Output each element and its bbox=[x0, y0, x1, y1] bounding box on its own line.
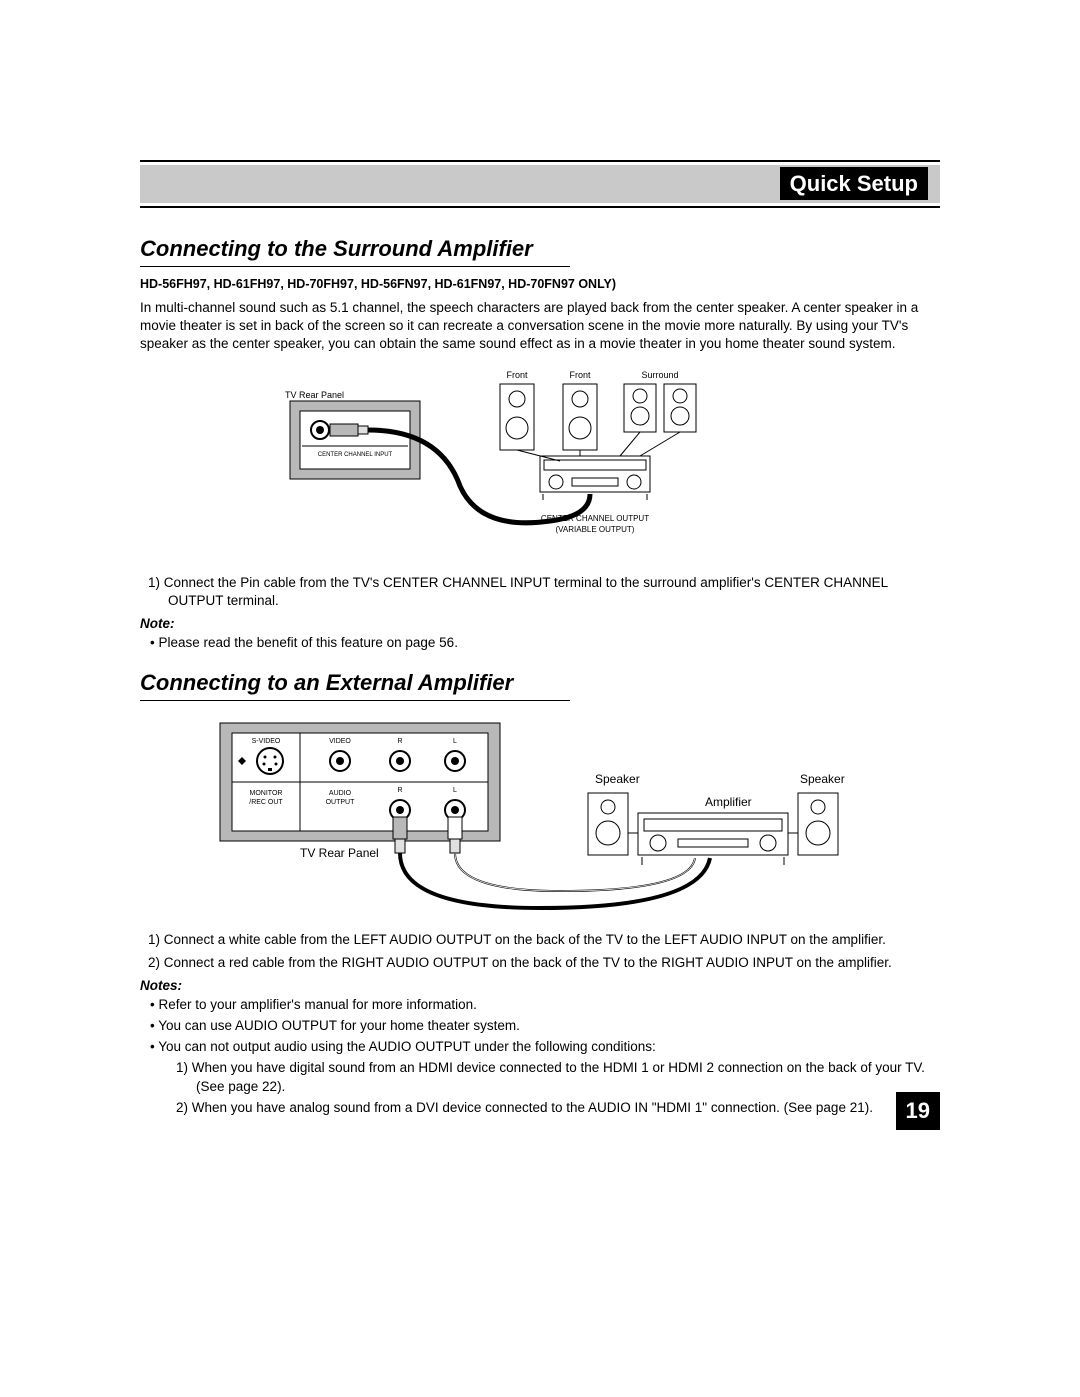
speaker-icon bbox=[588, 793, 628, 855]
amplifier-icon bbox=[638, 813, 788, 865]
section1-intro: In multi-channel sound such as 5.1 chann… bbox=[140, 299, 940, 354]
section2-note-b: • You can use AUDIO OUTPUT for your home… bbox=[140, 1017, 940, 1035]
speaker-icon bbox=[563, 384, 597, 450]
label-center-output1: CENTER CHANNEL OUTPUT bbox=[541, 514, 649, 523]
label-tv-rear: TV Rear Panel bbox=[285, 390, 344, 400]
svg-text:R: R bbox=[397, 738, 402, 745]
svg-text:AUDIO: AUDIO bbox=[329, 790, 352, 797]
speaker-icon bbox=[624, 384, 656, 432]
header-inner: Quick Setup bbox=[140, 165, 940, 203]
svg-text:Speaker: Speaker bbox=[800, 772, 845, 786]
cable-red bbox=[400, 853, 710, 908]
svg-text:R: R bbox=[397, 787, 402, 794]
manual-page: Quick Setup Connecting to the Surround A… bbox=[0, 0, 1080, 1200]
section2-note-a: • Refer to your amplifier's manual for m… bbox=[140, 996, 940, 1014]
label-front1: Front bbox=[506, 370, 528, 380]
external-amp-diagram: S-VIDEO VIDEO R L MONITOR /REC OUT AUDIO… bbox=[140, 713, 940, 923]
header-bar: Quick Setup bbox=[140, 160, 940, 208]
section1-rule bbox=[140, 266, 570, 267]
amplifier-icon bbox=[540, 456, 650, 500]
svg-text:L: L bbox=[453, 787, 457, 794]
section2-rule bbox=[140, 700, 570, 701]
label-center-output2: (VARIABLE OUTPUT) bbox=[556, 525, 635, 534]
speaker-icon bbox=[500, 384, 534, 450]
svg-text:OUTPUT: OUTPUT bbox=[326, 799, 356, 806]
section1-note1: • Please read the benefit of this featur… bbox=[140, 634, 940, 652]
section2-note-c: • You can not output audio using the AUD… bbox=[140, 1038, 940, 1056]
speaker-icon bbox=[798, 793, 838, 855]
svg-text:Amplifier: Amplifier bbox=[705, 795, 752, 809]
speaker-icon bbox=[664, 384, 696, 432]
section2-step2: 2) Connect a red cable from the RIGHT AU… bbox=[140, 954, 940, 972]
svg-text:S-VIDEO: S-VIDEO bbox=[252, 738, 281, 745]
section1-models: HD-56FH97, HD-61FH97, HD-70FH97, HD-56FN… bbox=[140, 277, 940, 291]
section2-sub2: 2) When you have analog sound from a DVI… bbox=[140, 1099, 940, 1117]
section1-title: Connecting to the Surround Amplifier bbox=[140, 236, 940, 262]
svg-text:Speaker: Speaker bbox=[595, 772, 640, 786]
tv-panel-icon: CENTER CHANNEL INPUT bbox=[290, 401, 420, 479]
label-surround: Surround bbox=[641, 370, 678, 380]
cable-white-outer bbox=[455, 853, 695, 891]
page-header-title: Quick Setup bbox=[780, 167, 928, 200]
section2-step1: 1) Connect a white cable from the LEFT A… bbox=[140, 931, 940, 949]
svg-text:VIDEO: VIDEO bbox=[329, 738, 351, 745]
svg-text:MONITOR: MONITOR bbox=[250, 790, 283, 797]
surround-diagram: Front Front Surround bbox=[140, 366, 940, 566]
svg-text:L: L bbox=[453, 738, 457, 745]
label-tv-rear2: TV Rear Panel bbox=[300, 846, 379, 860]
section2-title: Connecting to an External Amplifier bbox=[140, 670, 940, 696]
section1-step1: 1) Connect the Pin cable from the TV's C… bbox=[140, 574, 940, 610]
svg-text:/REC OUT: /REC OUT bbox=[249, 799, 283, 806]
label-front2: Front bbox=[569, 370, 591, 380]
section2-sub1: 1) When you have digital sound from an H… bbox=[140, 1059, 940, 1095]
page-number: 19 bbox=[896, 1092, 940, 1130]
section2-notes-label: Notes: bbox=[140, 978, 940, 993]
label-center-input: CENTER CHANNEL INPUT bbox=[318, 452, 393, 458]
section1-note-label: Note: bbox=[140, 616, 940, 631]
